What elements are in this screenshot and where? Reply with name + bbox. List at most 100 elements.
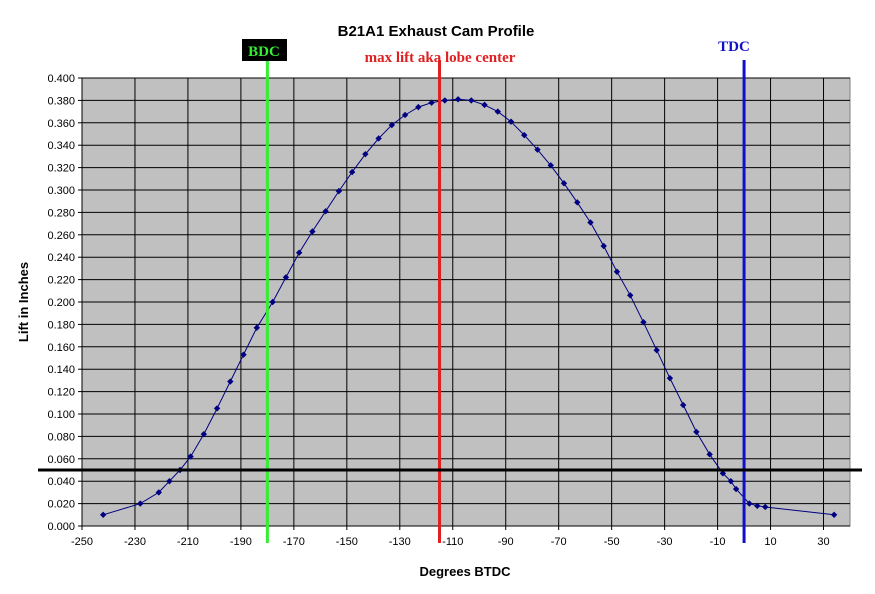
data-point [507,118,515,125]
data-point [746,500,753,507]
data-point [295,249,303,256]
x-tick-label: -150 [336,536,358,548]
data-point [534,146,541,153]
reference-lines: BDC max lift aka lobe center TDC [38,39,862,543]
data-point [415,103,422,111]
x-tick-label: -210 [177,536,199,548]
y-tick-label: 0.060 [47,454,75,466]
horizontal-gridlines [78,77,850,527]
data-point [626,292,634,299]
data-point [155,489,162,496]
data-point [240,351,247,358]
data-point [574,199,581,206]
x-tick-label: -30 [657,536,673,548]
x-tick-label: -70 [551,536,567,548]
data-point [560,180,568,187]
x-tick-label: -230 [124,536,146,548]
data-point [719,470,727,477]
x-tick-label: 10 [764,536,776,548]
y-tick-label: 0.200 [47,297,75,309]
data-point [348,168,356,176]
y-tick-label: 0.300 [47,185,75,197]
y-tick-label: 0.020 [47,499,75,511]
x-tick-label: -170 [283,536,305,548]
data-point [640,318,647,326]
data-point [401,111,409,119]
y-tick-label: 0.320 [47,163,75,175]
y-tick-label: 0.240 [47,252,75,264]
max-lift-label: max lift aka lobe center [365,50,516,66]
y-tick-label: 0.180 [47,319,75,331]
data-point [494,108,501,115]
data-point [335,187,343,195]
data-point [253,324,260,331]
y-tick-label: 0.260 [47,230,75,242]
y-axis-tick-labels: 0.000 0.020 0.040 0.060 0.080 0.100 0.120 0.140… [47,73,75,533]
data-point [762,503,769,511]
data-point [547,162,554,169]
y-tick-label: 0.100 [47,409,75,421]
data-point [613,268,621,275]
data-point [666,374,674,382]
data-point [481,101,488,109]
data-point [754,502,761,510]
y-tick-label: 0.400 [47,73,75,85]
x-tick-label: -250 [71,536,93,548]
data-point [166,478,173,485]
chart-title: B21A1 Exhaust Cam Profile [338,23,535,40]
data-point [213,405,221,412]
cam-lift-series [99,96,838,518]
y-tick-label: 0.360 [47,118,75,130]
x-tick-label: -90 [498,536,514,548]
data-point [732,485,740,493]
data-point [441,97,449,104]
data-point [521,131,528,139]
y-tick-label: 0.120 [47,387,75,399]
data-point [468,97,475,104]
data-point [362,150,369,158]
y-tick-label: 0.340 [47,140,75,152]
data-point [322,208,329,215]
data-point [187,453,194,460]
series-line [103,98,835,516]
data-point [653,346,660,354]
y-tick-label: 0.140 [47,364,75,376]
data-point [282,274,290,281]
data-point [727,478,735,485]
x-tick-label: -110 [442,536,463,548]
data-point [706,451,713,458]
x-tick-label: -130 [389,536,411,548]
y-tick-label: 0.280 [47,207,75,219]
data-point [587,219,594,226]
y-tick-label: 0.160 [47,342,75,354]
x-axis-label: Degrees BTDC [419,564,511,579]
data-point [227,378,234,385]
bdc-label: BDC [248,44,280,60]
y-tick-label: 0.380 [47,95,75,107]
data-point [679,401,687,409]
data-point [600,242,607,250]
y-axis-label: Lift in Inches [16,262,31,342]
data-point [99,511,107,518]
x-tick-label: 30 [817,536,829,548]
data-point [309,228,316,235]
bdc-label-box [242,39,287,61]
y-tick-label: 0.000 [47,521,75,533]
data-point [693,428,700,436]
y-tick-label: 0.220 [47,275,75,287]
x-tick-label: -190 [230,536,252,548]
y-tick-label: 0.080 [47,431,75,443]
data-point [200,430,208,438]
x-tick-label: -50 [604,536,620,548]
tdc-label: TDC [718,39,750,55]
data-point [375,135,382,142]
x-axis-tick-labels: -250 -230 -210 -190 -170 -150 -130 -110 -90 -70 -5… [71,536,830,548]
y-tick-label: 0.040 [47,476,75,488]
data-point [388,121,396,129]
data-point [428,99,435,106]
data-point [830,511,838,518]
data-point [269,298,276,306]
data-point [454,96,462,103]
x-tick-label: -10 [710,536,726,548]
